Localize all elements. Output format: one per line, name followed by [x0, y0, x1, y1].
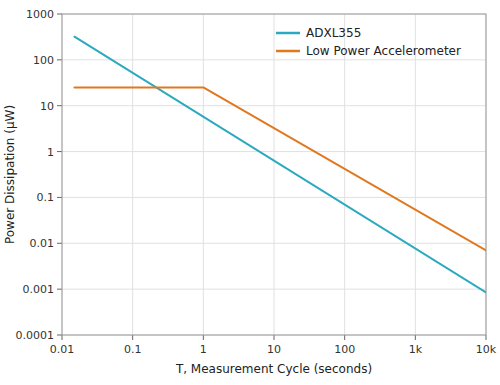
x-tick-label: 0.01 — [50, 343, 75, 356]
y-axis-label: Power Dissipation (μW) — [3, 105, 17, 244]
plot-frame — [62, 14, 486, 335]
y-tick-label: 0.01 — [30, 237, 55, 250]
x-tick — [486, 335, 487, 340]
x-tick — [415, 335, 416, 340]
x-tick-label: 10k — [476, 343, 497, 356]
chart-svg: 0.01 0.1 1 10 100 1k 10k 0.0001 0.001 0.01 0.1 1 10 1… — [0, 0, 500, 385]
x-tick — [62, 335, 63, 340]
x-tick-label: 0.1 — [124, 343, 142, 356]
y-grid-line — [62, 59, 486, 60]
y-tick-label: 0.001 — [23, 283, 55, 296]
legend: ADXL355 Low Power Accelerometer — [276, 26, 461, 58]
y-tick — [57, 59, 62, 60]
legend-label: ADXL355 — [306, 26, 361, 40]
x-tick — [203, 335, 204, 340]
y-tick — [57, 289, 62, 290]
y-tick — [57, 105, 62, 106]
y-tick — [57, 14, 62, 15]
y-grid-line — [62, 151, 486, 152]
legend-label: Low Power Accelerometer — [306, 44, 461, 58]
legend-swatch — [276, 32, 300, 35]
chart-container: 0.01 0.1 1 10 100 1k 10k 0.0001 0.001 0.01 0.1 1 10 1… — [0, 0, 500, 385]
y-tick — [57, 335, 62, 336]
y-tick-label: 100 — [33, 54, 54, 67]
x-grid-line — [132, 14, 133, 335]
x-tick — [132, 335, 133, 340]
x-tick-label: 100 — [334, 343, 355, 356]
legend-swatch — [276, 50, 300, 53]
x-tick — [344, 335, 345, 340]
x-grid-line — [203, 14, 204, 335]
x-tick — [274, 335, 275, 340]
x-tick-label: 1k — [409, 343, 423, 356]
y-grid-line — [62, 243, 486, 244]
series-line — [74, 87, 486, 250]
axes: 0.01 0.1 1 10 100 1k 10k 0.0001 0.001 0.01 0.1 1 10 1… — [16, 8, 497, 356]
x-tick-label: 1 — [200, 343, 207, 356]
y-tick — [57, 243, 62, 244]
y-grid-line — [62, 289, 486, 290]
series-line — [74, 37, 486, 293]
page: {"chart_data": {"type": "line", "x_label… — [0, 0, 500, 385]
x-tick-label: 10 — [267, 343, 281, 356]
y-tick-label: 10 — [40, 100, 54, 113]
grid — [62, 14, 486, 335]
y-tick-label: 1000 — [26, 8, 54, 21]
y-tick-label: 1 — [47, 146, 54, 159]
y-tick — [57, 197, 62, 198]
x-axis-label: T, Measurement Cycle (seconds) — [175, 362, 372, 376]
y-grid-line — [62, 105, 486, 106]
series-group — [74, 37, 486, 293]
x-grid-line — [274, 14, 275, 335]
x-grid-line — [344, 14, 345, 335]
y-tick — [57, 151, 62, 152]
y-tick-label: 0.1 — [37, 191, 55, 204]
y-grid-line — [62, 197, 486, 198]
x-grid-line — [415, 14, 416, 335]
y-tick-label: 0.0001 — [16, 329, 55, 342]
